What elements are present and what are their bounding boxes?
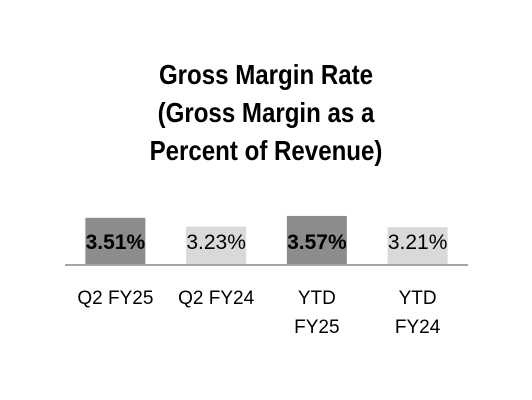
- bar-value-label-2: 3.23%: [186, 231, 246, 254]
- bar-2: [186, 226, 247, 265]
- bar-value-label-1: 3.51%: [86, 231, 146, 254]
- bar-3: [286, 215, 347, 265]
- x-tick-label-4-line-2: FY24: [395, 317, 441, 338]
- x-tick-label-3-line-1: YTD: [298, 288, 336, 309]
- x-tick-label-4-line-1: YTD: [399, 288, 437, 309]
- x-tick-label-2-line-1: Q2 FY24: [178, 288, 254, 309]
- chart-title-line-3: Percent of Revenue): [149, 135, 383, 166]
- bar-1: [85, 217, 146, 265]
- chart-title: Gross Margin Rate (Gross Margin as a Per…: [37, 56, 495, 170]
- bar-value-label-3: 3.57%: [287, 231, 347, 254]
- bar-value-label-4: 3.21%: [388, 231, 448, 254]
- chart-title-line-2: (Gross Margin as a: [157, 97, 375, 128]
- x-tick-label-1-line-1: Q2 FY25: [77, 288, 153, 309]
- chart-title-line-1: Gross Margin Rate: [158, 59, 374, 90]
- x-tick-label-3-line-2: FY25: [294, 317, 339, 338]
- bar-4: [387, 227, 448, 265]
